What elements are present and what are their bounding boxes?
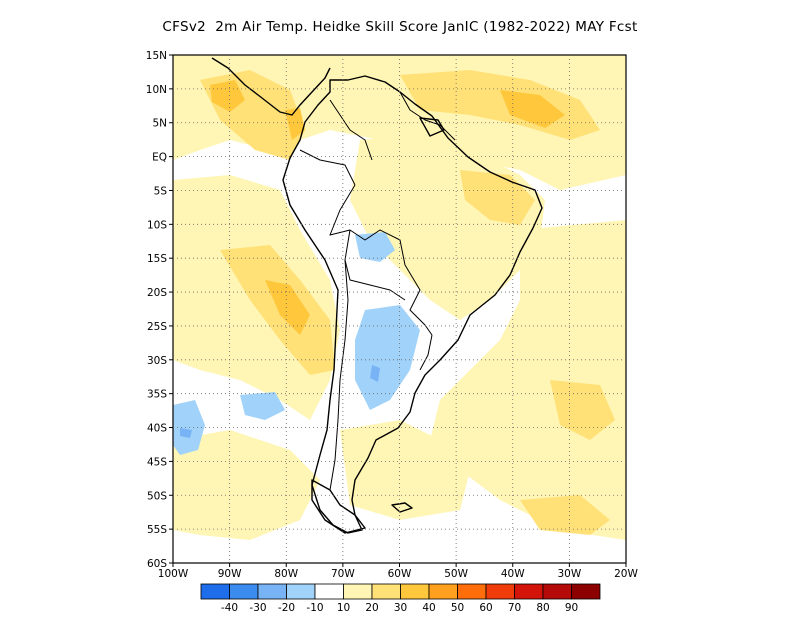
- colorbar-label: -10: [306, 602, 323, 614]
- shade-pacific-blue-2: [240, 392, 285, 420]
- south-america-coast: [282, 75, 543, 534]
- lat-tick-label: 15N: [146, 50, 167, 62]
- lat-tick-label: 60S: [147, 558, 167, 570]
- colorbar-label: -40: [221, 602, 238, 614]
- border-bolivia: [344, 229, 406, 301]
- colorbar-swatch: [371, 583, 401, 600]
- lat-tick-label: 45S: [147, 456, 167, 468]
- lat-tick-label: 10N: [146, 84, 167, 96]
- shade-atlantic: [430, 220, 626, 540]
- colorbar: -40 -30 -20 -10 10 20 30 40 50 60 70 80 90: [200, 583, 601, 614]
- border-argentina-chile: [329, 259, 349, 491]
- country-borders: [299, 91, 456, 491]
- colorbar-swatch: [286, 583, 316, 600]
- border-paraguay: [404, 264, 433, 336]
- border-guianas: [399, 91, 456, 141]
- shade-pacific-core: [210, 80, 245, 112]
- colorbar-label: 60: [479, 602, 492, 614]
- lat-tick-label: 55S: [147, 524, 167, 536]
- shade-atlantic-orange: [550, 380, 615, 440]
- lat-tick-label: 35S: [147, 389, 167, 401]
- lon-tick-label: 90W: [218, 568, 242, 580]
- shade-andes-orange: [220, 245, 335, 375]
- colorbar-label: 70: [508, 602, 521, 614]
- colorbar-label: 30: [394, 602, 407, 614]
- shade-south-atlantic-orange: [520, 495, 610, 535]
- shade-south: [173, 430, 320, 540]
- colorbar-swatch: [542, 583, 572, 600]
- lon-tick-label: 60W: [388, 568, 412, 580]
- gridlines: [173, 55, 626, 563]
- colorbar-label: -20: [278, 602, 295, 614]
- falkland-islands: [391, 502, 413, 513]
- lon-tick-label: 100W: [158, 568, 189, 580]
- lat-tick-label: 50S: [147, 490, 167, 502]
- coastline-outline: [211, 57, 543, 534]
- lon-tick-label: 30W: [558, 568, 582, 580]
- shade-andes-core: [265, 280, 310, 335]
- lat-tick-label: 15S: [147, 253, 167, 265]
- colorbar-label: 20: [365, 602, 378, 614]
- lat-tick-label: 10S: [147, 219, 167, 231]
- colorbar-label: 10: [337, 602, 350, 614]
- lat-tick-label: 30S: [147, 355, 167, 367]
- colorbar-swatch: [343, 583, 373, 600]
- colorbar-label: 90: [565, 602, 578, 614]
- skill-shading: [173, 55, 626, 540]
- lat-tick-label: 40S: [147, 423, 167, 435]
- lat-tick-label: 5N: [152, 118, 167, 130]
- shade-argentina-dark-blue: [370, 365, 380, 382]
- border-colombia-peru: [299, 149, 356, 186]
- lat-tick-label: 25S: [147, 321, 167, 333]
- lon-tick-label: 50W: [444, 568, 468, 580]
- lon-tick-label: 70W: [331, 568, 355, 580]
- shade-pacific-dark-blue: [180, 428, 192, 438]
- colorbar-label: 80: [536, 602, 549, 614]
- colorbar-label: -30: [249, 602, 266, 614]
- lon-tick-label: 20W: [614, 568, 638, 580]
- lat-tick-label: 5S: [154, 185, 168, 197]
- map-title: CFSv2 2m Air Temp. Heidke Skill Score Ja…: [162, 19, 638, 35]
- colorbar-swatch: [257, 583, 287, 600]
- lat-tick-label: 20S: [147, 287, 167, 299]
- caribbean-island: [419, 117, 445, 137]
- colorbar-swatch: [400, 583, 430, 600]
- shade-north-core: [500, 90, 565, 128]
- colorbar-label: 40: [422, 602, 435, 614]
- lon-tick-label: 40W: [501, 568, 525, 580]
- longitude-axis: 100W 90W 80W 70W 60W 50W 40W 30W 20W: [158, 563, 638, 580]
- central-america-coast: [211, 57, 331, 116]
- colorbar-swatch: [485, 583, 515, 600]
- latitude-axis: 15N 10N 5N EQ 5S 10S 15S 20S 25S 30S 35S 40S 45S 50S 5…: [146, 50, 173, 570]
- colorbar-label: 50: [451, 602, 464, 614]
- colorbar-swatch: [457, 583, 487, 600]
- colorbar-swatch: [514, 583, 544, 600]
- colorbar-swatch: [229, 583, 259, 600]
- lat-tick-label: EQ: [152, 152, 167, 164]
- colorbar-swatch: [314, 583, 344, 600]
- shade-colombia-core: [285, 108, 305, 140]
- colorbar-swatch: [571, 583, 601, 600]
- border-colombia-venezuela: [329, 99, 373, 161]
- border-argentina-uruguay: [419, 334, 433, 371]
- colorbar-swatch: [200, 583, 230, 600]
- lon-tick-label: 80W: [274, 568, 298, 580]
- border-brazil-west: [329, 184, 406, 266]
- shade-argentina-blue: [355, 305, 420, 410]
- colorbar-swatch: [428, 583, 458, 600]
